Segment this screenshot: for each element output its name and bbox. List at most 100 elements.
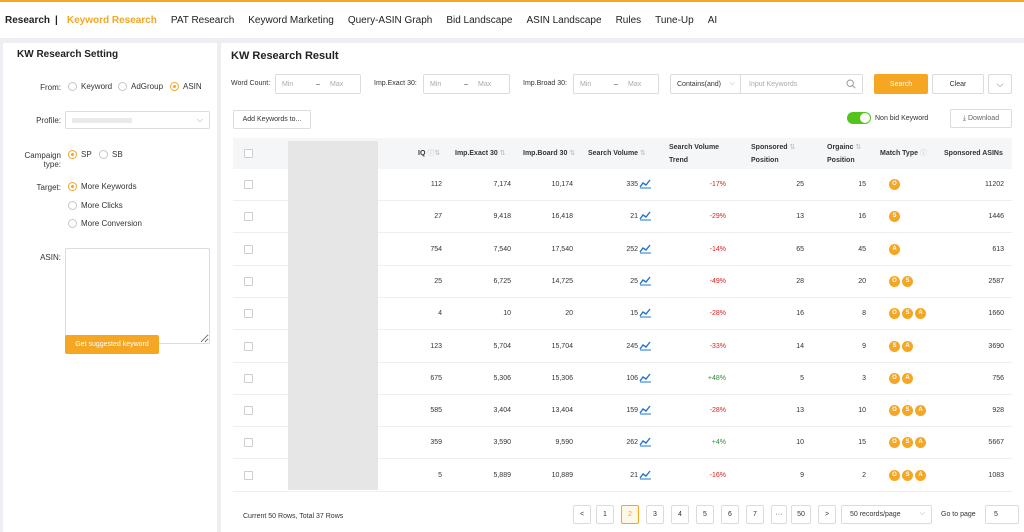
col-imp-board[interactable]: Imp.Board 30 ⇅ — [523, 147, 575, 160]
nav-ai[interactable]: AI — [707, 14, 718, 26]
from-asin-radio[interactable]: ASIN — [170, 82, 202, 91]
radio-dot-selected[interactable] — [68, 150, 77, 159]
min-placeholder[interactable]: Min — [282, 80, 294, 88]
expand-filters-button[interactable]: ⌵ — [988, 74, 1012, 94]
trend-chart-icon[interactable] — [639, 275, 652, 288]
col-sponsored-position[interactable]: Sponsored ⇅ Position — [751, 141, 795, 167]
col-iq[interactable]: IQ ⓘ⇅ — [418, 147, 440, 160]
word-count-range[interactable]: Min – Max — [275, 74, 361, 94]
campaign-sb-radio[interactable]: SB — [99, 150, 123, 159]
radio-dot[interactable] — [68, 82, 77, 91]
col-sponsored-asins[interactable]: Sponsored ASINs — [944, 147, 1003, 160]
search-icon[interactable] — [846, 79, 856, 89]
col-match-type[interactable]: Match Type ⓘ — [880, 147, 927, 160]
trend-chart-icon[interactable] — [639, 178, 652, 191]
from-keyword-radio[interactable]: Keyword — [68, 82, 112, 91]
radio-dot[interactable] — [68, 219, 77, 228]
nav-asin-landscape[interactable]: ASIN Landscape — [526, 14, 602, 26]
row-checkbox[interactable] — [244, 244, 253, 254]
from-adgroup-radio[interactable]: AdGroup — [118, 82, 163, 91]
trend-chart-icon[interactable] — [639, 436, 652, 449]
keyword-input[interactable]: Input Keywords — [740, 74, 863, 94]
trend-chart-icon[interactable] — [639, 469, 652, 482]
col-search-volume[interactable]: Search Volume ⇅ — [588, 147, 646, 160]
page-button[interactable]: 5 — [696, 505, 714, 524]
page-button[interactable]: 1 — [596, 505, 614, 524]
asin-textarea[interactable] — [65, 248, 210, 344]
trend-chart-icon[interactable] — [639, 307, 652, 320]
next-page-button[interactable]: > — [818, 505, 836, 524]
page-button[interactable]: 6 — [721, 505, 739, 524]
imp-exact-range[interactable]: Min – Max — [423, 74, 510, 94]
min-placeholder[interactable]: Min — [430, 80, 442, 88]
page-button[interactable]: 50 — [791, 505, 811, 524]
add-keywords-button[interactable]: Add Keywords to... — [233, 110, 311, 129]
row-checkbox[interactable] — [244, 373, 253, 383]
row-checkbox[interactable] — [244, 341, 253, 351]
row-checkbox[interactable] — [244, 406, 253, 416]
match-type-badge: A — [889, 243, 900, 255]
nav-pat-research[interactable]: PAT Research — [170, 14, 235, 26]
min-placeholder[interactable]: Min — [580, 80, 592, 88]
imp-broad-range[interactable]: Min – Max — [573, 74, 659, 94]
sort-icon[interactable]: ⇅ — [855, 144, 862, 151]
contains-select[interactable]: Contains(and) ⌵ — [670, 74, 740, 94]
prev-page-button[interactable]: < — [573, 505, 591, 524]
goto-page-input[interactable]: 5 — [985, 505, 1019, 524]
chevron-down-icon: ⌵ — [729, 80, 735, 87]
page-button[interactable]: 7 — [746, 505, 764, 524]
trend-chart-icon[interactable] — [639, 340, 652, 353]
page-button[interactable]: 4 — [671, 505, 689, 524]
download-button[interactable]: ⤓ Download — [950, 109, 1012, 128]
row-checkbox[interactable] — [244, 276, 253, 286]
sort-icon[interactable]: ⇅ — [640, 150, 646, 157]
search-button[interactable]: Search — [874, 74, 928, 94]
radio-dot-selected[interactable] — [68, 182, 77, 191]
radio-dot[interactable] — [99, 150, 108, 159]
sort-icon[interactable]: ⇅ — [569, 150, 576, 157]
max-placeholder[interactable]: Max — [478, 80, 492, 88]
nav-bid-landscape[interactable]: Bid Landscape — [446, 14, 513, 26]
row-checkbox[interactable] — [244, 470, 253, 480]
col-organic-position[interactable]: Orgainc ⇅ Position — [827, 141, 861, 167]
max-placeholder[interactable]: Max — [330, 80, 344, 88]
target-more-conversion-radio[interactable]: More Conversion — [68, 219, 142, 228]
radio-dot[interactable] — [68, 201, 77, 210]
nav-tune-up[interactable]: Tune-Up — [655, 14, 694, 26]
profile-select[interactable]: ⌵ — [65, 111, 210, 129]
select-all-checkbox[interactable] — [244, 149, 253, 158]
page-button[interactable]: 2 — [621, 505, 639, 524]
radio-dot-selected[interactable] — [170, 82, 179, 91]
sort-icon[interactable]: ⇅ — [434, 150, 441, 157]
trend-chart-icon[interactable] — [639, 210, 652, 223]
chevron-down-icon: ⌵ — [196, 115, 203, 124]
col-match-type-label: Match Type — [880, 150, 918, 157]
col-imp-exact[interactable]: Imp.Exact 30 ⇅ — [455, 147, 506, 160]
nav-keyword-marketing[interactable]: Keyword Marketing — [248, 14, 334, 26]
radio-dot[interactable] — [118, 82, 127, 91]
records-per-page-select[interactable]: 50 records/page ⌵ — [841, 505, 932, 524]
nav-query-asin-graph[interactable]: Query-ASIN Graph — [347, 14, 433, 26]
sort-icon[interactable]: ⇅ — [789, 144, 796, 151]
trend-chart-icon[interactable] — [639, 372, 652, 385]
col-sv-trend[interactable]: Search Volume Trend — [669, 141, 719, 167]
nav-keyword-research[interactable]: Keyword Research — [66, 14, 157, 26]
row-checkbox[interactable] — [244, 309, 253, 319]
clear-button[interactable]: Clear — [932, 74, 984, 94]
row-checkbox[interactable] — [244, 438, 253, 448]
campaign-sp-radio[interactable]: SP — [68, 150, 92, 159]
trend-chart-icon[interactable] — [639, 404, 652, 417]
trend-chart-icon[interactable] — [639, 243, 652, 256]
target-more-keywords-radio[interactable]: More Keywords — [68, 182, 137, 191]
row-checkbox[interactable] — [244, 180, 253, 189]
non-bid-toggle[interactable] — [847, 112, 871, 124]
get-suggested-keyword-button[interactable]: Get suggested keyword — [65, 335, 159, 354]
cell-imp-board: 15,306 — [551, 374, 573, 382]
nav-rules[interactable]: Rules — [615, 14, 642, 26]
sort-icon[interactable]: ⇅ — [499, 150, 506, 157]
row-checkbox[interactable] — [244, 212, 253, 222]
target-more-clicks-radio[interactable]: More Clicks — [68, 201, 123, 210]
max-placeholder[interactable]: Max — [628, 80, 642, 88]
page-button[interactable]: 3 — [646, 505, 664, 524]
nav-brand[interactable]: Research — [5, 14, 51, 26]
